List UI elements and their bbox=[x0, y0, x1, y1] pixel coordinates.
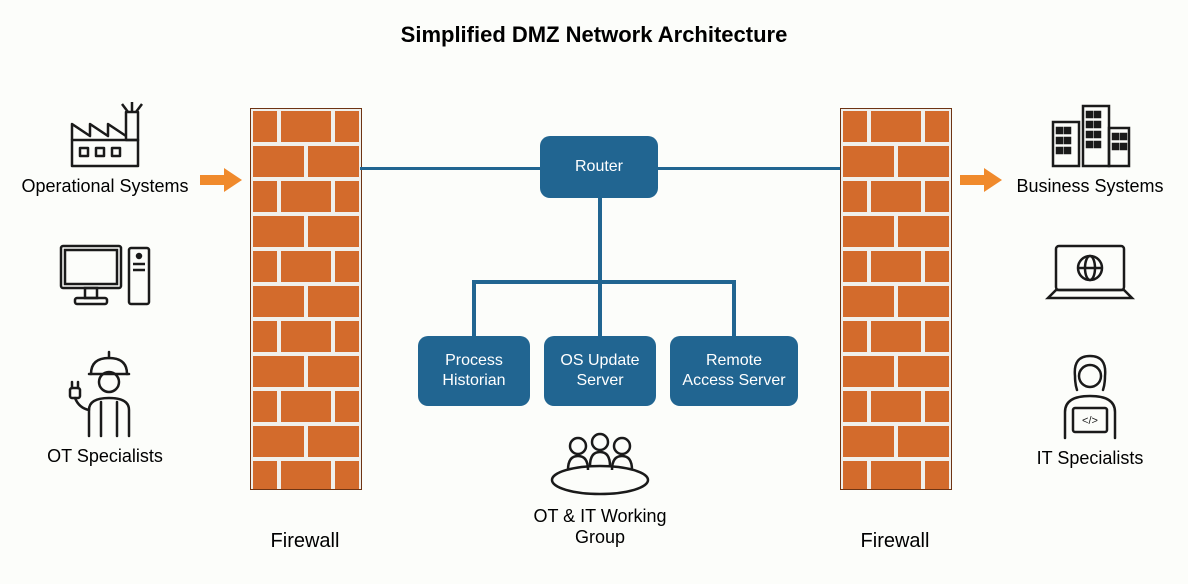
remote-access-label: RemoteAccess Server bbox=[682, 351, 785, 391]
working-group-label: OT & IT Working Group bbox=[510, 506, 690, 548]
buildings-icon bbox=[1047, 100, 1133, 170]
meeting-icon bbox=[540, 430, 660, 500]
connector-line bbox=[658, 167, 840, 170]
ot-specialists-label: OT Specialists bbox=[47, 446, 163, 467]
os-update-node: OS UpdateServer bbox=[544, 336, 656, 406]
connector-line bbox=[598, 198, 602, 280]
ot-computer-item bbox=[40, 240, 170, 310]
desktop-icon bbox=[57, 240, 153, 310]
working-group-item: OT & IT Working Group bbox=[510, 430, 690, 548]
business-systems-label: Business Systems bbox=[1016, 176, 1163, 197]
router-node: Router bbox=[540, 136, 658, 198]
it-specialists-label: IT Specialists bbox=[1037, 448, 1144, 469]
connector-line bbox=[472, 280, 476, 336]
arrow-left bbox=[200, 168, 242, 192]
firewall-right-label: Firewall bbox=[840, 530, 950, 553]
business-systems-item: Business Systems bbox=[1010, 100, 1170, 197]
operational-systems-label: Operational Systems bbox=[21, 176, 188, 197]
it-laptop-item bbox=[1030, 240, 1150, 306]
router-label: Router bbox=[575, 157, 623, 177]
firewall-left-label: Firewall bbox=[250, 530, 360, 553]
it-specialists-item: </> IT Specialists bbox=[1030, 350, 1150, 469]
os-update-label: OS UpdateServer bbox=[560, 351, 639, 391]
firewall-left bbox=[250, 108, 362, 490]
connector-line bbox=[598, 280, 602, 336]
connector-line bbox=[732, 280, 736, 336]
laptop-web-icon bbox=[1042, 240, 1138, 306]
connector-line bbox=[360, 167, 540, 170]
operational-systems-item: Operational Systems bbox=[20, 100, 190, 197]
process-historian-label: ProcessHistorian bbox=[442, 351, 505, 391]
connector-line bbox=[472, 280, 732, 284]
factory-icon bbox=[66, 100, 144, 170]
diagram-title: Simplified DMZ Network Architecture bbox=[0, 22, 1188, 48]
arrow-right bbox=[960, 168, 1002, 192]
ot-specialists-item: OT Specialists bbox=[40, 350, 170, 467]
svg-text:</>: </> bbox=[1082, 415, 1098, 427]
it-worker-icon: </> bbox=[1045, 350, 1135, 442]
diagram-canvas: Simplified DMZ Network Architecture Fire… bbox=[0, 0, 1188, 584]
ot-worker-icon bbox=[61, 350, 149, 440]
process-historian-node: ProcessHistorian bbox=[418, 336, 530, 406]
firewall-right bbox=[840, 108, 952, 490]
remote-access-node: RemoteAccess Server bbox=[670, 336, 798, 406]
